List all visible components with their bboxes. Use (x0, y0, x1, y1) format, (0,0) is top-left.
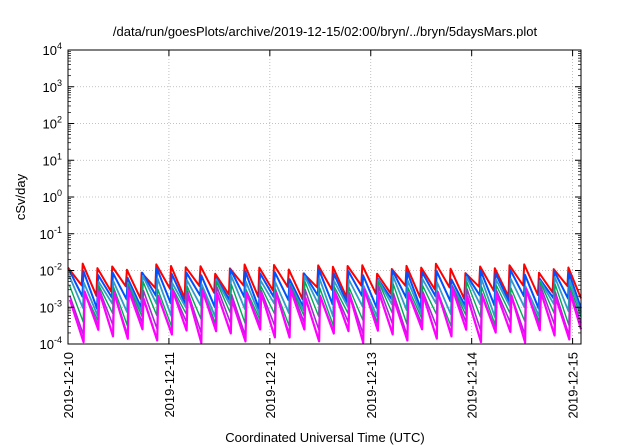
chart-title: /data/run/goesPlots/archive/2019-12-15/0… (113, 24, 538, 39)
y-tick-label: 10-2 (40, 262, 62, 279)
y-axis-label: cSv/day (13, 173, 28, 220)
x-axis-label: Coordinated Universal Time (UTC) (225, 430, 424, 445)
y-tick-label: 100 (43, 188, 62, 205)
grid (68, 50, 581, 344)
y-tick-label: 102 (43, 115, 62, 132)
y-tick-label: 104 (43, 41, 62, 58)
x-tick-label: 2019-12-13 (364, 352, 379, 419)
x-tick-label: 2019-12-12 (263, 352, 278, 419)
series-group (67, 262, 583, 344)
y-tick-label: 10-1 (40, 225, 62, 242)
x-tick-label: 2019-12-14 (465, 352, 480, 419)
y-tick-label: 10-4 (40, 335, 62, 352)
series-line (68, 287, 583, 344)
y-axis: 10-4 10-3 10-2 10-1 100 101 102 103 104 (40, 41, 581, 352)
y-tick-label: 103 (43, 78, 62, 95)
x-tick-label: 2019-12-10 (61, 352, 76, 419)
x-tick-label: 2019-12-15 (566, 352, 581, 419)
x-tick-label: 2019-12-11 (162, 352, 177, 418)
y-tick-label: 101 (43, 151, 62, 168)
x-axis: 2019-12-10 2019-12-11 2019-12-12 2019-12-13… (61, 50, 581, 419)
y-tick-label: 10-3 (40, 298, 62, 315)
